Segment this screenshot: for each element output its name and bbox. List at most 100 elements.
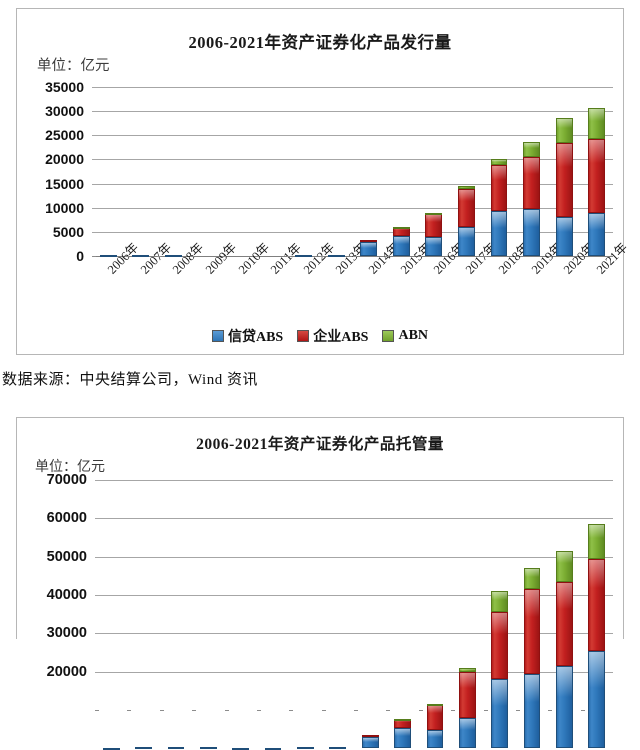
plot-area: 0 5000 10000 15000 20000 25000 30000 35000 2006年…	[17, 9, 630, 354]
x-axis-tick	[321, 710, 326, 711]
y-axis-tick-label: 25000	[45, 127, 84, 144]
bar-segment-credit-abs	[458, 718, 476, 749]
y-axis-tick-label: 0	[76, 248, 84, 264]
x-axis-tick	[189, 256, 194, 257]
bar-stack	[458, 480, 476, 749]
x-axis-tick	[224, 710, 229, 711]
chart-unit-label: 单位：亿元	[37, 58, 110, 74]
bar-segment-credit-abs	[164, 255, 182, 258]
y-axis-tick-label: 15000	[45, 175, 84, 192]
bar-segment-credit-abs	[295, 255, 313, 258]
bar-stack	[135, 480, 152, 750]
bar-segment-abn	[523, 568, 541, 590]
chart-title: 2006-2021年资产证券化产品发行量	[188, 33, 452, 52]
x-axis-tick	[319, 256, 324, 257]
gridline	[92, 135, 613, 136]
bar-segment-corporate-abs	[458, 188, 475, 228]
gridline	[92, 184, 613, 185]
bar-segment-corporate-abs	[490, 165, 508, 211]
bar-stack	[99, 87, 117, 258]
bar-segment-credit-abs	[327, 255, 345, 258]
bar-segment-credit-abs	[329, 747, 347, 750]
legend-item-credit-abs[interactable]: 信贷ABS	[211, 326, 284, 346]
bar-segment-credit-abs	[360, 242, 378, 256]
chart-title: 2006-2021年资产证券化产品托管量	[196, 436, 444, 453]
y-axis-tick-label: 30000	[46, 625, 87, 642]
chart-unit-label: 单位：亿元	[35, 460, 105, 475]
gridline	[92, 87, 613, 88]
x-axis-tick	[580, 710, 585, 711]
legend-swatch-icon	[297, 330, 310, 342]
bar-stack	[263, 87, 280, 256]
y-axis-tick-label: 10000	[45, 199, 84, 216]
x-axis-tick	[289, 710, 294, 711]
bar-stack	[102, 480, 120, 750]
bar-segment-corporate-abs	[555, 142, 573, 218]
issuance-chart-card: 2006-2021年资产证券化产品发行量 单位：亿元 0 5000 10000 150…	[16, 8, 630, 355]
x-axis-tick	[450, 256, 455, 257]
x-axis-tick	[451, 710, 456, 711]
bar-stack	[230, 87, 247, 256]
bar-segment-corporate-abs	[360, 240, 378, 243]
bar-segment-corporate-abs	[426, 705, 444, 730]
bar-stack	[360, 87, 378, 256]
bar-segment-abn	[556, 550, 573, 582]
bar-segment-credit-abs	[167, 747, 185, 750]
gridline	[92, 159, 613, 160]
bar-stack	[426, 480, 444, 749]
y-axis-tick-label: 30000	[45, 103, 84, 120]
bar-stack	[295, 87, 313, 258]
bar-stack	[588, 480, 606, 749]
bar-segment-abn	[425, 212, 443, 215]
y-axis-tick-label: 35000	[45, 79, 84, 95]
bar-stack	[394, 480, 411, 749]
bar-segment-credit-abs	[199, 747, 217, 750]
bar-segment-credit-abs	[426, 729, 444, 749]
bar-segment-credit-abs	[523, 673, 541, 749]
gridline	[95, 518, 613, 519]
gridline	[95, 595, 613, 596]
legend-item-abn[interactable]: ABN	[382, 328, 428, 344]
bar-stack	[329, 480, 347, 750]
bar-stack	[458, 87, 475, 256]
bar-stack	[198, 87, 215, 256]
bar-stack	[297, 480, 314, 750]
bar-segment-credit-abs	[556, 665, 573, 749]
x-axis-tick	[124, 256, 129, 257]
bar-segment-credit-abs	[135, 747, 152, 750]
legend-label: ABN	[398, 328, 429, 343]
bar-stack	[491, 480, 509, 749]
x-axis-tick	[547, 256, 552, 257]
x-axis-tick	[222, 256, 227, 257]
bar-stack	[167, 480, 185, 750]
gridline	[92, 232, 613, 233]
bar-segment-abn	[588, 108, 606, 139]
bar-segment-credit-abs	[491, 679, 509, 749]
bar-segment-corporate-abs	[523, 156, 541, 210]
bar-segment-abn	[555, 117, 573, 143]
bar-segment-abn	[523, 141, 541, 157]
bar-segment-credit-abs	[361, 737, 379, 749]
bar-segment-credit-abs	[555, 217, 573, 256]
y-axis-tick-label: 50000	[46, 548, 87, 565]
legend-item-corporate-abs[interactable]: 企业ABS	[297, 326, 368, 346]
y-axis-tick-label: 60000	[46, 510, 87, 527]
bar-segment-corporate-abs	[556, 581, 573, 666]
y-axis-tick-label: 70000	[46, 472, 87, 488]
bar-segment-corporate-abs	[491, 612, 509, 680]
legend-swatch-icon	[382, 330, 395, 342]
x-axis-tick	[417, 256, 422, 257]
x-axis-tick	[254, 256, 259, 257]
x-axis-tick	[385, 256, 390, 257]
legend-label: 信贷ABS	[227, 330, 284, 345]
x-axis-tick	[580, 256, 585, 257]
y-axis-tick-label: 20000	[45, 151, 84, 168]
bar-segment-abn	[394, 719, 411, 722]
bar-segment-credit-abs	[297, 747, 314, 750]
bar-stack	[264, 480, 282, 750]
x-axis-tick	[256, 710, 261, 711]
gridline	[95, 480, 613, 481]
bar-segment-credit-abs	[394, 728, 411, 749]
x-axis-tick	[159, 710, 164, 711]
bar-segment-abn	[490, 159, 508, 166]
